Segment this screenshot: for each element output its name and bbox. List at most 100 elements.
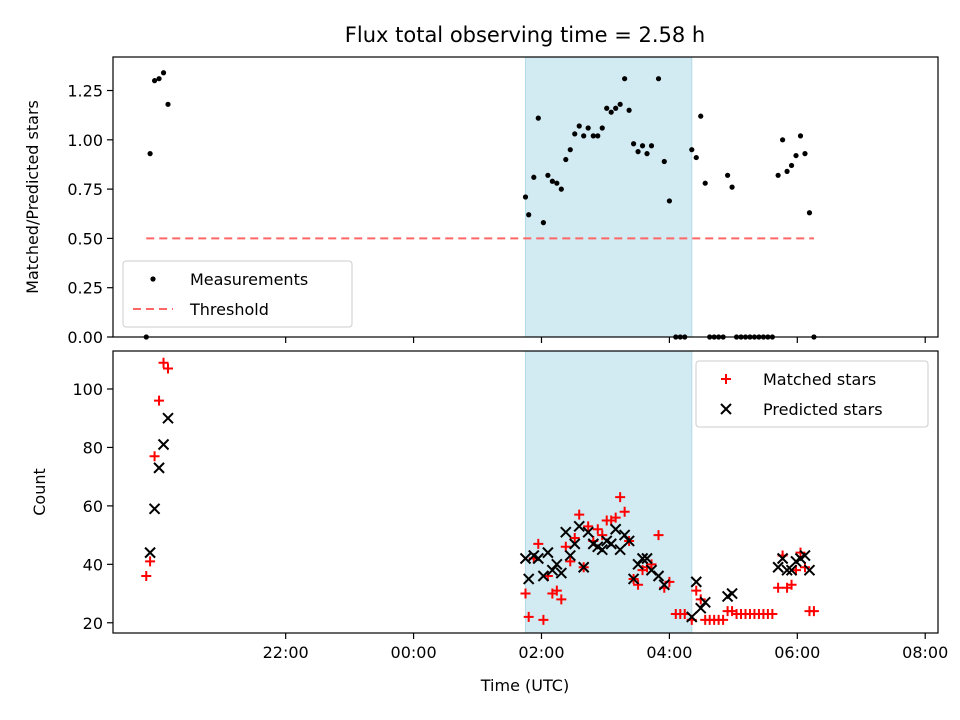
data-point (565, 556, 576, 567)
data-point (635, 149, 641, 155)
y-tick-label: 20 (83, 614, 103, 633)
data-point (573, 520, 585, 533)
legend-marker (720, 403, 732, 415)
y-tick-label: 0.75 (67, 180, 103, 199)
legend-box (695, 360, 929, 428)
legend-marker (721, 374, 731, 384)
data-point (163, 363, 173, 374)
data-point (523, 611, 534, 622)
legend-label: Predicted stars (763, 400, 883, 419)
data-point (153, 462, 165, 474)
data-point (784, 168, 790, 174)
data-point (540, 220, 547, 226)
data-point (773, 582, 784, 593)
data-point (622, 76, 628, 82)
x-tick-label: 02:00 (518, 643, 564, 662)
data-point (141, 571, 152, 582)
data-point (689, 147, 695, 153)
data-point (549, 178, 555, 184)
data-point (520, 588, 531, 599)
data-point (554, 180, 560, 186)
y-tick-label: 40 (83, 555, 103, 574)
shaded-region (525, 350, 693, 634)
data-point (652, 570, 665, 582)
data-point (641, 552, 653, 565)
data-point (786, 579, 797, 590)
data-point (537, 570, 550, 582)
legend: Measurements Threshold (122, 260, 353, 328)
data-point (658, 579, 670, 591)
data-point (148, 503, 161, 515)
y-tick-label: 0.25 (67, 279, 103, 298)
data-point (803, 564, 816, 576)
data-point (590, 133, 596, 139)
data-point (157, 438, 170, 451)
data-point (608, 109, 614, 115)
data-point (785, 564, 798, 576)
data-point (165, 101, 171, 107)
data-point (569, 538, 581, 550)
data-point (574, 509, 585, 520)
legend-label: Measurements (190, 270, 308, 289)
data-point (158, 357, 169, 368)
y-tick-label: 60 (83, 497, 103, 516)
data-point (532, 552, 544, 565)
data-point (154, 395, 165, 406)
x-tick-label: 22:00 (263, 643, 309, 662)
y-axis-label: Matched/Predicted stars (23, 100, 42, 294)
data-point (617, 101, 623, 107)
data-point (661, 158, 667, 165)
data-point (564, 549, 576, 562)
legend-box (122, 260, 353, 328)
data-point (572, 131, 578, 137)
data-point (147, 151, 153, 157)
data-point (767, 609, 778, 620)
data-point (699, 596, 711, 609)
data-point (698, 113, 704, 119)
data-point (149, 451, 160, 462)
data-point (526, 212, 532, 218)
data-point (538, 614, 549, 625)
axes-frame (112, 56, 939, 338)
data-point (551, 585, 562, 596)
series-measurements (143, 70, 817, 340)
data-point (793, 152, 799, 159)
data-point (542, 546, 554, 559)
data-point (551, 558, 563, 571)
data-point (619, 506, 630, 517)
shaded-region (525, 56, 693, 338)
data-point (729, 184, 735, 190)
data-point (597, 530, 608, 541)
data-point (797, 133, 804, 139)
data-point (666, 198, 672, 204)
data-point (693, 154, 699, 161)
data-point (775, 172, 781, 178)
data-point (630, 141, 637, 147)
y-tick-label: 100 (72, 380, 103, 399)
data-point (690, 576, 702, 588)
data-point (556, 594, 567, 605)
data-point (151, 78, 158, 84)
data-point (627, 573, 640, 585)
x-tick-label: 04:00 (646, 643, 692, 662)
data-point (595, 133, 601, 139)
data-point (726, 587, 738, 600)
data-point (702, 180, 708, 186)
legend-marker (150, 276, 156, 282)
data-point (576, 123, 582, 129)
data-point (519, 552, 532, 565)
data-point (781, 564, 793, 576)
data-point (582, 526, 594, 538)
data-point (686, 611, 698, 623)
data-point (577, 561, 590, 573)
data-point (655, 76, 662, 82)
data-point (779, 137, 786, 143)
data-point (776, 552, 789, 565)
x-axis-label: Time (UTC) (480, 676, 569, 695)
data-point (583, 521, 594, 532)
series-predicted-stars (144, 412, 816, 623)
data-point (596, 544, 608, 556)
data-point (533, 538, 544, 549)
data-point (555, 567, 568, 579)
